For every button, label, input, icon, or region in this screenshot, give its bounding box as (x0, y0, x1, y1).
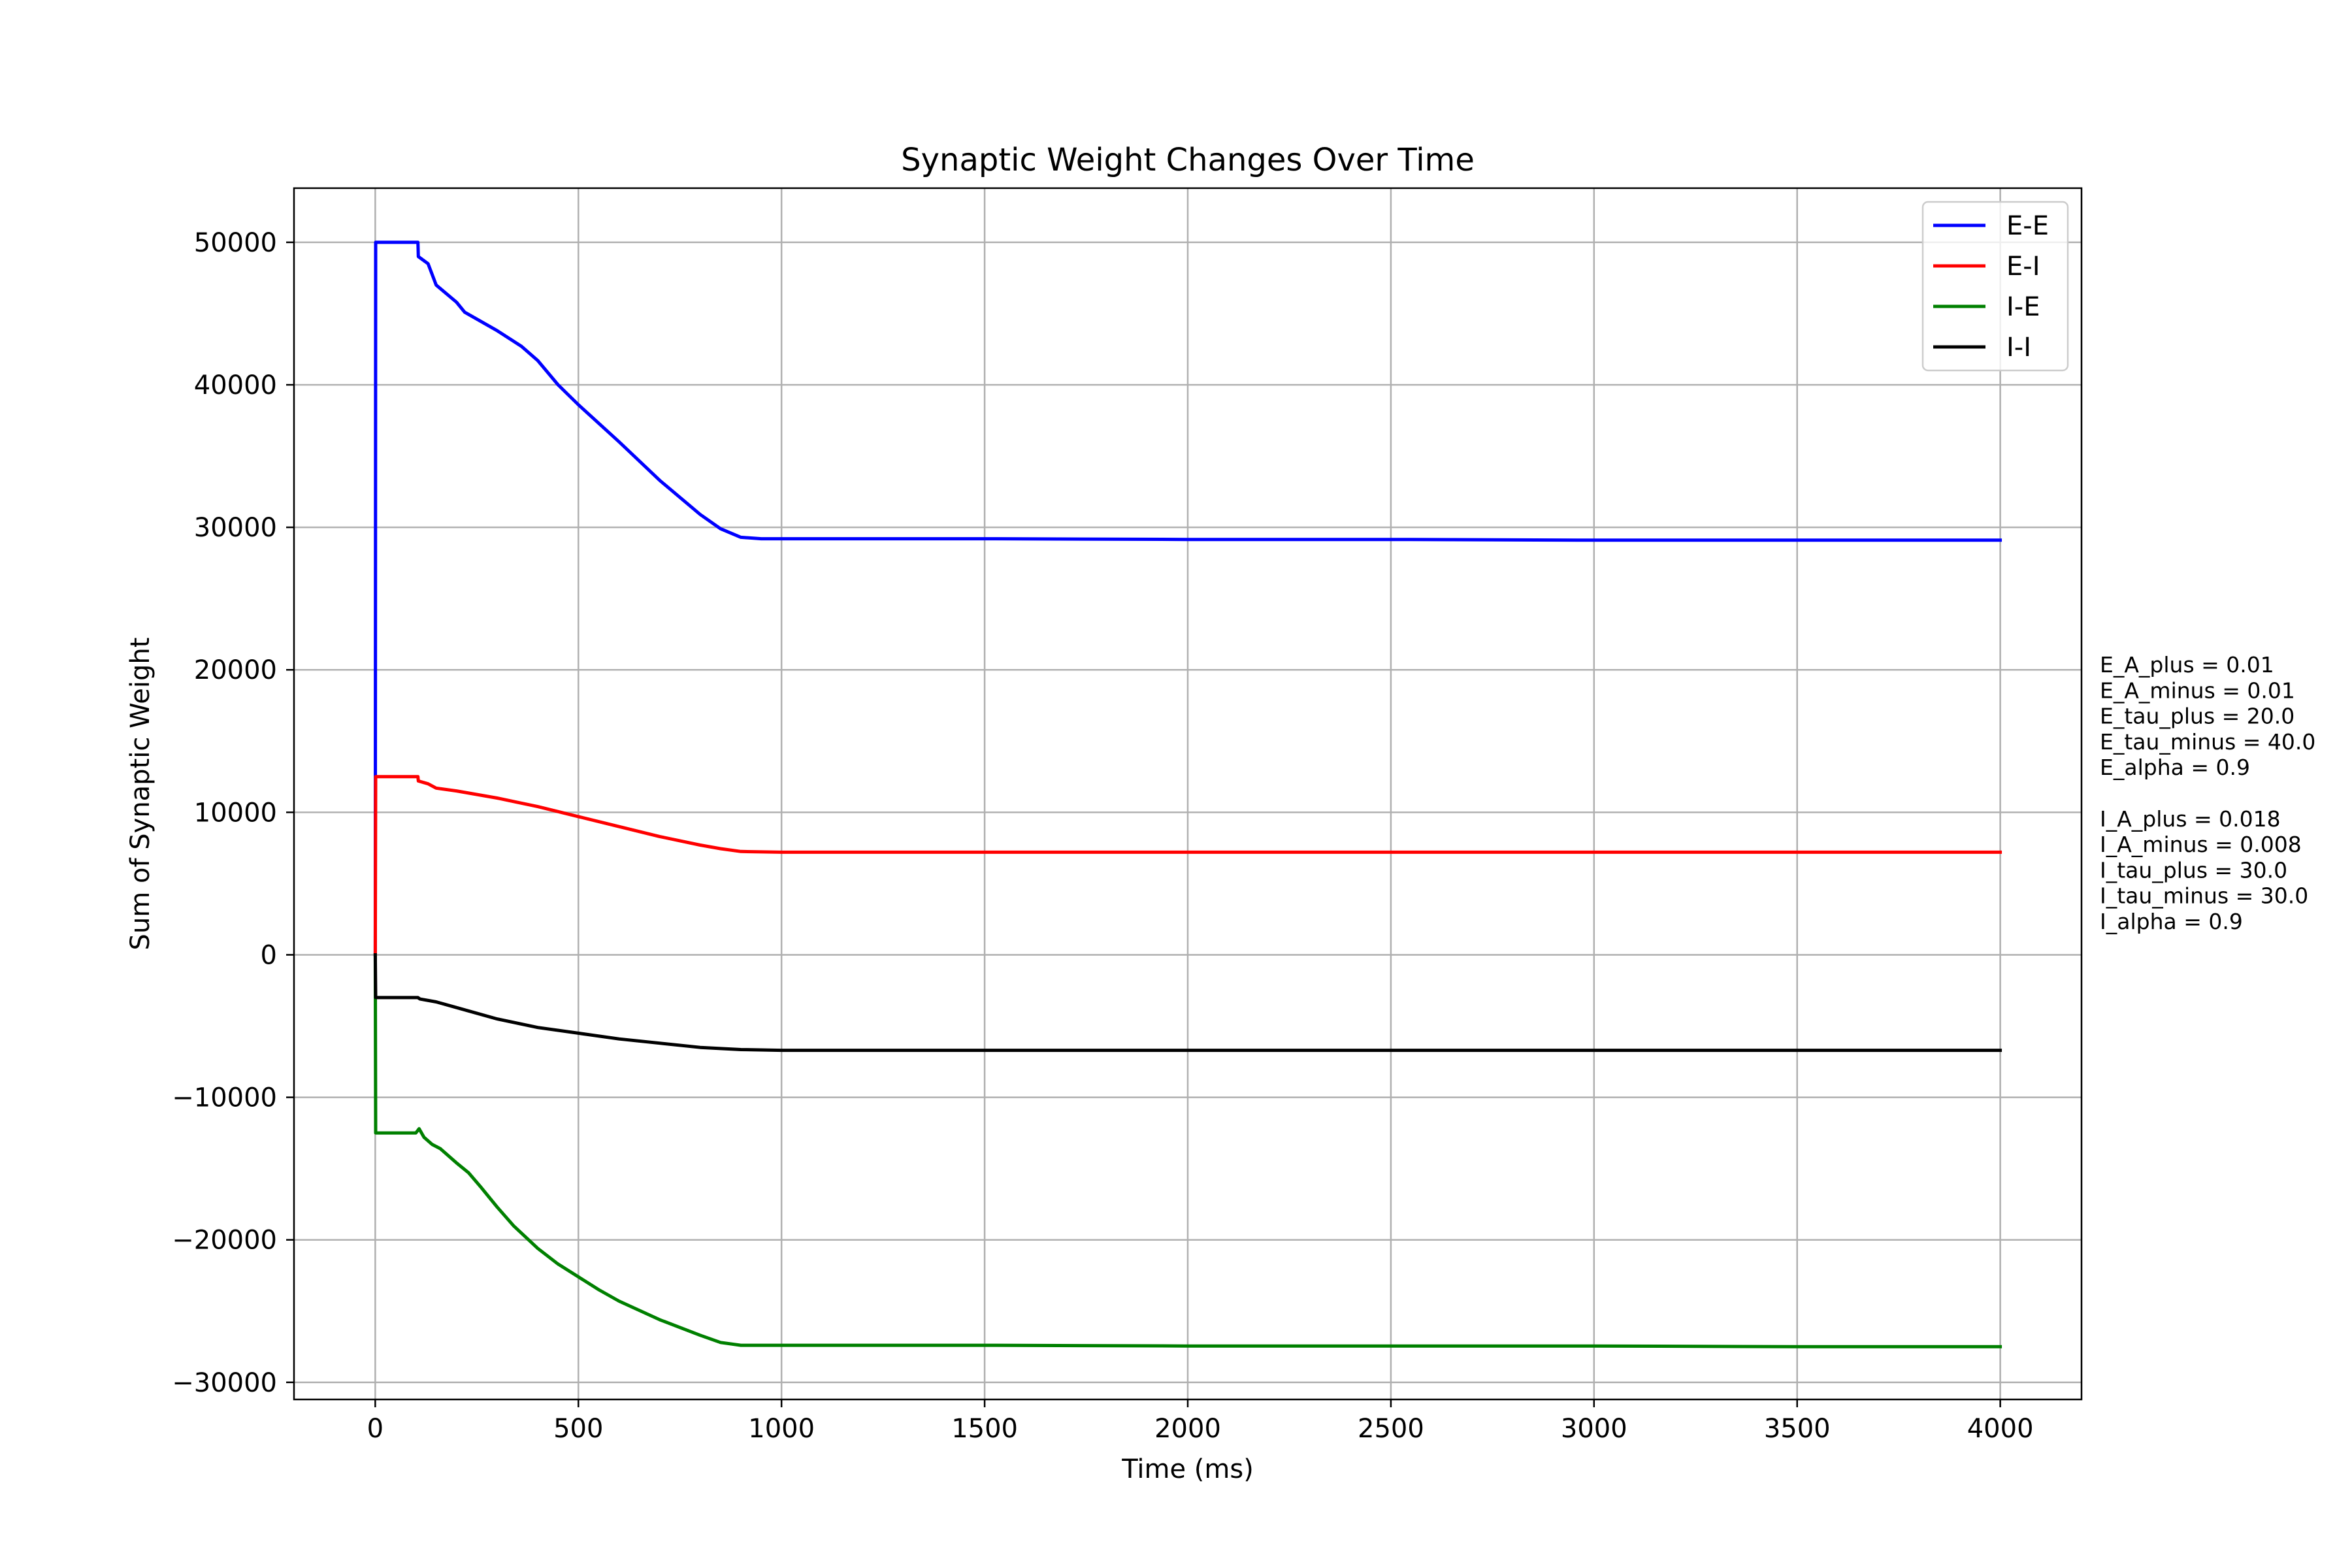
parameter-line: I_A_plus = 0.018 (2100, 806, 2281, 832)
parameter-line: E_tau_plus = 20.0 (2100, 704, 2295, 729)
series-line-i-e (373, 953, 2002, 1348)
y-tick-label: 30000 (194, 513, 277, 543)
x-tick-label: 1500 (951, 1414, 1018, 1444)
parameter-line: I_alpha = 0.9 (2100, 909, 2243, 934)
y-tick-label: 0 (261, 940, 277, 970)
parameter-line: I_tau_plus = 30.0 (2100, 857, 2287, 883)
legend-label: E-E (2006, 211, 2049, 241)
parameter-line: E_tau_minus = 40.0 (2100, 729, 2315, 755)
chart-title: Synaptic Weight Changes Over Time (901, 142, 1475, 178)
y-tick-label: −20000 (172, 1226, 277, 1256)
y-axis-ticks: −30000 −20000 −10000 0 10000 20000 30000 40000 5… (172, 228, 294, 1398)
x-tick-label: 2500 (1358, 1414, 1424, 1444)
series-line-e-e (373, 240, 2002, 957)
y-tick-label: 50000 (194, 228, 277, 258)
x-axis-ticks: 0 500 1000 1500 2000 2500 3000 3500 4000 (367, 1399, 2034, 1444)
y-tick-label: 20000 (194, 655, 277, 685)
plot-series (373, 240, 2002, 1348)
x-tick-label: 500 (553, 1414, 603, 1444)
series-line-e-i (373, 775, 2002, 957)
x-axis-label: Time (ms) (1121, 1454, 1254, 1484)
series-line-i-i (373, 953, 2002, 1053)
parameter-line: I_tau_minus = 30.0 (2100, 883, 2308, 909)
x-tick-label: 3000 (1561, 1414, 1627, 1444)
y-axis-label: Sum of Synaptic Weight (125, 638, 155, 951)
legend: E-E E-I I-E I-I (1921, 201, 2069, 372)
legend-label: I-I (2006, 333, 2031, 363)
y-tick-label: 40000 (194, 370, 277, 400)
x-tick-label: 3500 (1764, 1414, 1831, 1444)
parameter-line: E_A_minus = 0.01 (2100, 678, 2295, 703)
x-tick-label: 2000 (1154, 1414, 1221, 1444)
legend-box (1921, 201, 2069, 372)
legend-label: E-I (2006, 252, 2040, 282)
x-tick-label: 4000 (1967, 1414, 2034, 1444)
x-tick-label: 0 (367, 1414, 384, 1444)
parameter-annotation: E_A_plus = 0.01E_A_minus = 0.01E_tau_plu… (2100, 652, 2315, 934)
y-tick-label: 10000 (194, 798, 277, 828)
grid (294, 188, 2082, 1399)
parameter-line: E_alpha = 0.9 (2100, 755, 2250, 780)
y-tick-label: −30000 (172, 1368, 277, 1398)
parameter-line: I_A_minus = 0.008 (2100, 832, 2302, 857)
legend-label: I-E (2006, 292, 2040, 322)
y-tick-label: −10000 (172, 1083, 277, 1113)
x-tick-label: 1000 (748, 1414, 815, 1444)
parameter-line: E_A_plus = 0.01 (2100, 652, 2274, 678)
